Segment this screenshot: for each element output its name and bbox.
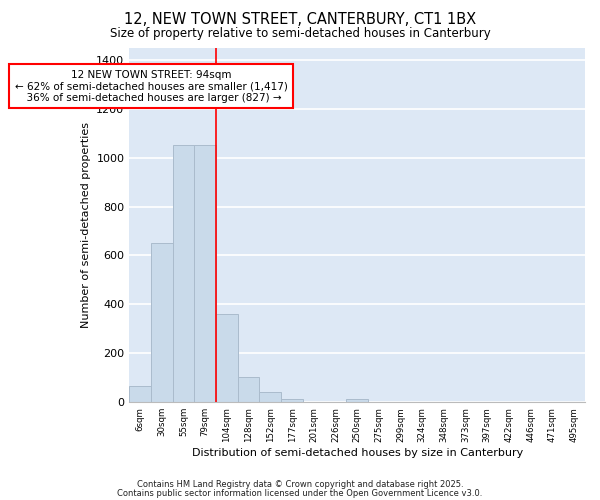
Bar [346, 398, 368, 402]
Text: Size of property relative to semi-detached houses in Canterbury: Size of property relative to semi-detach… [110, 28, 490, 40]
Text: 12 NEW TOWN STREET: 94sqm
← 62% of semi-detached houses are smaller (1,417)
  36: 12 NEW TOWN STREET: 94sqm ← 62% of semi-… [14, 70, 287, 102]
Text: Contains public sector information licensed under the Open Government Licence v3: Contains public sector information licen… [118, 488, 482, 498]
Bar [259, 392, 281, 402]
Bar [173, 146, 194, 402]
Bar [129, 386, 151, 402]
Bar [151, 243, 173, 402]
Bar [281, 398, 303, 402]
X-axis label: Distribution of semi-detached houses by size in Canterbury: Distribution of semi-detached houses by … [191, 448, 523, 458]
Bar [238, 376, 259, 402]
Bar [216, 314, 238, 402]
Y-axis label: Number of semi-detached properties: Number of semi-detached properties [81, 122, 91, 328]
Text: 12, NEW TOWN STREET, CANTERBURY, CT1 1BX: 12, NEW TOWN STREET, CANTERBURY, CT1 1BX [124, 12, 476, 28]
Text: Contains HM Land Registry data © Crown copyright and database right 2025.: Contains HM Land Registry data © Crown c… [137, 480, 463, 489]
Bar [194, 146, 216, 402]
